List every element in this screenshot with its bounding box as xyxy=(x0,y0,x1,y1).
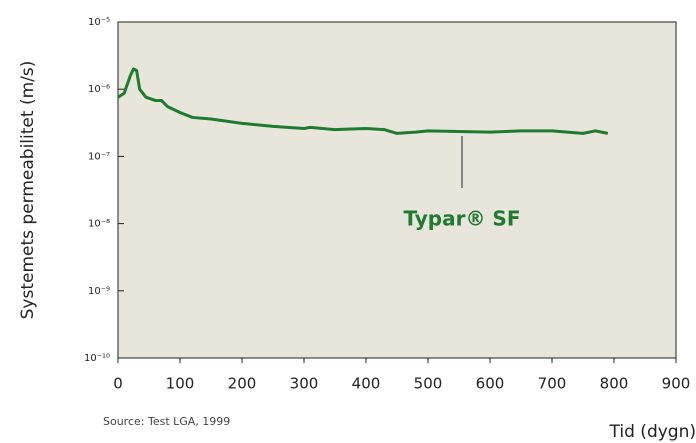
x-tick-label: 0 xyxy=(113,375,123,393)
x-tick-label: 700 xyxy=(538,375,567,393)
x-tick-label: 200 xyxy=(228,375,257,393)
y-tick-label: 10⁻¹⁰ xyxy=(84,353,110,364)
y-tick-label: 10⁻⁹ xyxy=(88,286,110,297)
source-note: Source: Test LGA, 1999 xyxy=(103,415,230,428)
x-tick-label: 400 xyxy=(352,375,381,393)
data-line xyxy=(117,67,609,135)
y-tick-label: 10⁻⁵ xyxy=(88,17,110,28)
x-tick-label: 500 xyxy=(414,375,443,393)
x-axis-label: Tid (dygn) xyxy=(609,422,696,442)
x-tick-label: 800 xyxy=(600,375,629,393)
x-tick-label: 300 xyxy=(290,375,319,393)
annotation: Typar® SF xyxy=(403,207,520,231)
x-tick-label: 900 xyxy=(662,375,691,393)
y-axis-label: Systemets permeabilitet (m/s) xyxy=(18,61,38,320)
x-tick-label: 100 xyxy=(166,375,195,393)
y-tick-label: 10⁻⁷ xyxy=(88,151,110,162)
plot-area xyxy=(117,21,677,359)
y-tick-label: 10⁻⁸ xyxy=(88,219,110,230)
x-tick-label: 600 xyxy=(476,375,505,393)
y-tick-label: 10⁻⁶ xyxy=(88,84,110,95)
